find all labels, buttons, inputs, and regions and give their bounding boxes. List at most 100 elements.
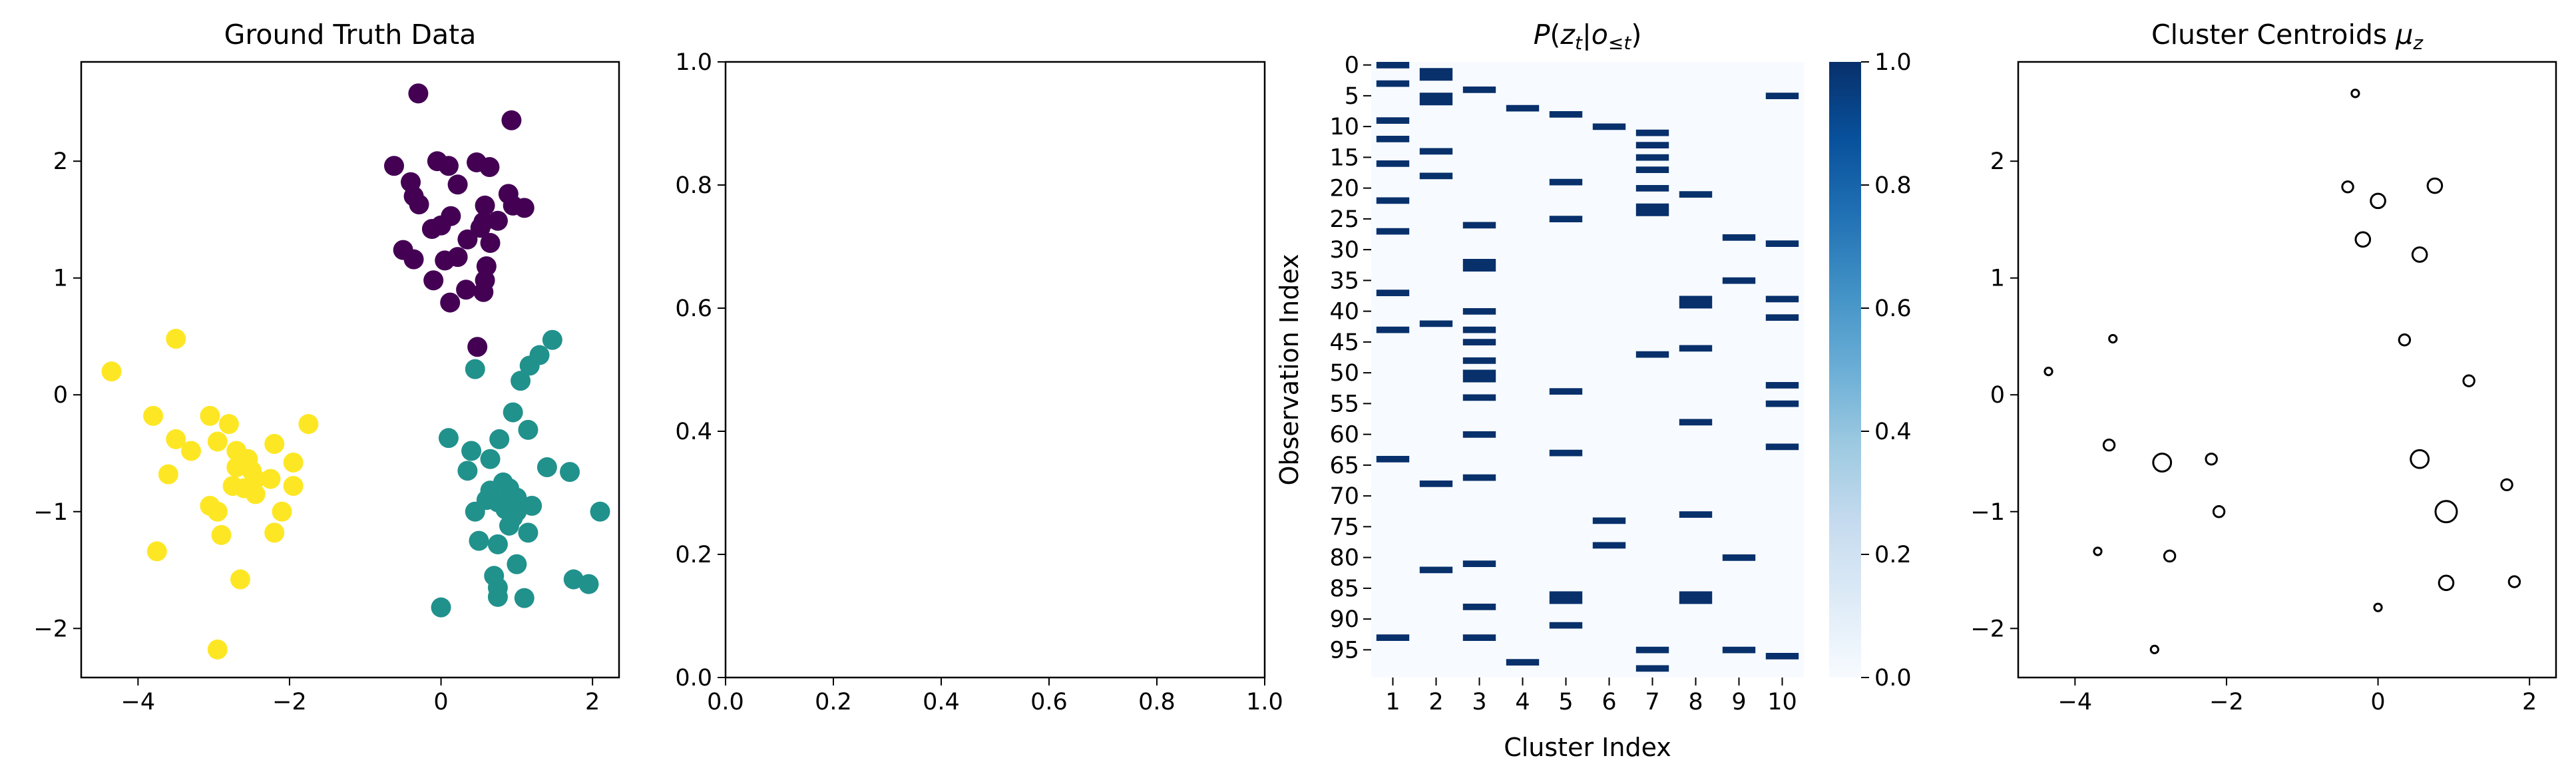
gt-x-tick-label: −4 [121, 689, 156, 715]
heatmap-cell [1679, 191, 1713, 198]
ground-truth-points [101, 83, 610, 660]
data-point [479, 156, 500, 177]
heatmap-cell [1549, 591, 1583, 598]
data-point [457, 461, 478, 481]
centroid-x-tick-label: 2 [2522, 689, 2537, 715]
data-point [384, 156, 405, 176]
empty-x-tick-label: 0.8 [1138, 689, 1176, 715]
heatmap-cell [1462, 431, 1496, 438]
heatmap-cell [1376, 136, 1410, 142]
heatmap-cell [1549, 622, 1583, 629]
data-point [578, 574, 599, 594]
centroids-title: Cluster Centroids μz [2151, 19, 2424, 54]
heatmap-cell [1376, 326, 1410, 333]
data-point [211, 524, 232, 545]
heatmap-y-tick-label: 85 [1329, 576, 1359, 602]
heatmap-x-tick-label: 7 [1645, 689, 1659, 715]
ground-truth-axes-frame [80, 61, 620, 679]
centroid-marker [2411, 246, 2428, 263]
heatmap-y-tick-label: 50 [1329, 360, 1359, 387]
data-point [519, 355, 540, 376]
heatmap-cell [1592, 542, 1626, 549]
centroids-axis-ticks: −4 −2 0 2 −2 −1 0 1 2 [1970, 148, 2537, 715]
heatmap-cell [1765, 382, 1799, 389]
heatmap-cell [1376, 290, 1410, 296]
centroid-marker [2434, 500, 2458, 524]
gt-y-tick-label: 1 [53, 266, 68, 292]
data-point [283, 476, 304, 496]
gt-x-tick-label: 2 [585, 689, 600, 715]
heatmap-y-tick-label: 25 [1329, 206, 1359, 233]
empty-y-tick-label: 0.4 [675, 419, 712, 445]
heatmap-cell [1462, 87, 1496, 93]
data-point [408, 83, 429, 104]
heatmap-cell [1376, 634, 1410, 641]
colorbar-tick-label: 0.8 [1874, 172, 1912, 199]
heatmap-y-tick-label: 45 [1329, 329, 1359, 356]
empty-x-tick-label: 0.2 [815, 689, 852, 715]
heatmap-cell [1419, 98, 1453, 106]
data-point [514, 588, 535, 608]
heatmap-background [1371, 62, 1804, 678]
heatmap-cell [1462, 634, 1496, 641]
heatmap-cell [1679, 591, 1713, 598]
cluster-centroids-panel: Cluster Centroids μz −4 −2 0 2 −2 −1 0 1 2 [1970, 19, 2557, 715]
centroid-y-tick-label: 2 [1990, 148, 2005, 175]
heatmap-y-tick-label: 10 [1329, 114, 1359, 140]
centroid-marker [2350, 89, 2360, 98]
heatmap-y-tick-label: 75 [1329, 514, 1359, 540]
data-point [503, 402, 523, 423]
centroid-marker [2212, 505, 2226, 518]
centroid-marker [2354, 231, 2372, 248]
data-point [470, 218, 491, 238]
data-point [489, 429, 510, 449]
data-point [166, 328, 186, 349]
heatmap-cell [1506, 659, 1540, 666]
centroids-axes-frame [2017, 61, 2557, 679]
heatmap-cell [1635, 203, 1669, 210]
heatmap-x-tick-label: 4 [1515, 689, 1530, 715]
heatmap-cell [1506, 104, 1540, 112]
heatmap-cell [1635, 129, 1669, 136]
heatmap-cell [1722, 554, 1756, 561]
heatmap-cell [1462, 326, 1496, 333]
centroid-marker [2043, 367, 2053, 377]
empty-y-tick-label: 0.6 [675, 295, 712, 322]
heatmap-cell [1462, 369, 1496, 377]
heatmap-cell [1462, 265, 1496, 272]
data-point [403, 249, 424, 270]
gt-x-tick-label: 0 [433, 689, 448, 715]
centroid-y-tick-label: −2 [1970, 616, 2005, 642]
heatmap-x-tick-label: 6 [1602, 689, 1616, 715]
heatmap-x-tick-label: 2 [1428, 689, 1443, 715]
centroid-x-tick-label: −4 [2058, 689, 2093, 715]
empty-y-tick-label: 1.0 [675, 49, 712, 76]
heatmap-cell [1419, 481, 1453, 487]
heatmap-cell [1765, 93, 1799, 99]
data-point [465, 359, 485, 379]
data-point [522, 495, 542, 516]
data-point [264, 433, 285, 454]
heatmap-cell [1462, 357, 1496, 364]
centroid-marker [2163, 549, 2177, 563]
data-point [473, 282, 494, 302]
heatmap-cell [1462, 259, 1496, 266]
heatmap-cell [1376, 160, 1410, 167]
heatmap-x-axis-label: Cluster Index [1504, 733, 1671, 762]
heatmap-cell [1679, 301, 1713, 309]
empty-x-tick-label: 0.4 [923, 689, 960, 715]
ground-truth-axis-ticks: −4 −2 0 2 −2 −1 0 1 2 [33, 148, 600, 715]
gt-y-tick-label: −1 [33, 499, 68, 526]
heatmap-cell [1419, 566, 1453, 574]
heatmap-axis-ticks: 1 2 3 4 5 6 7 8 9 1005101520253035404550556065707… [1329, 53, 1797, 715]
data-point [207, 639, 228, 660]
empty-y-tick-label: 0.8 [675, 172, 712, 199]
centroid-marker [2205, 453, 2218, 466]
heatmap-cell [1635, 210, 1669, 216]
heatmap-cell [1376, 456, 1410, 463]
centroid-marker [2507, 575, 2521, 588]
heatmap-cell [1635, 646, 1669, 654]
data-point [467, 337, 488, 357]
heatmap-cell [1462, 339, 1496, 345]
heatmap-y-tick-label: 35 [1329, 268, 1359, 294]
